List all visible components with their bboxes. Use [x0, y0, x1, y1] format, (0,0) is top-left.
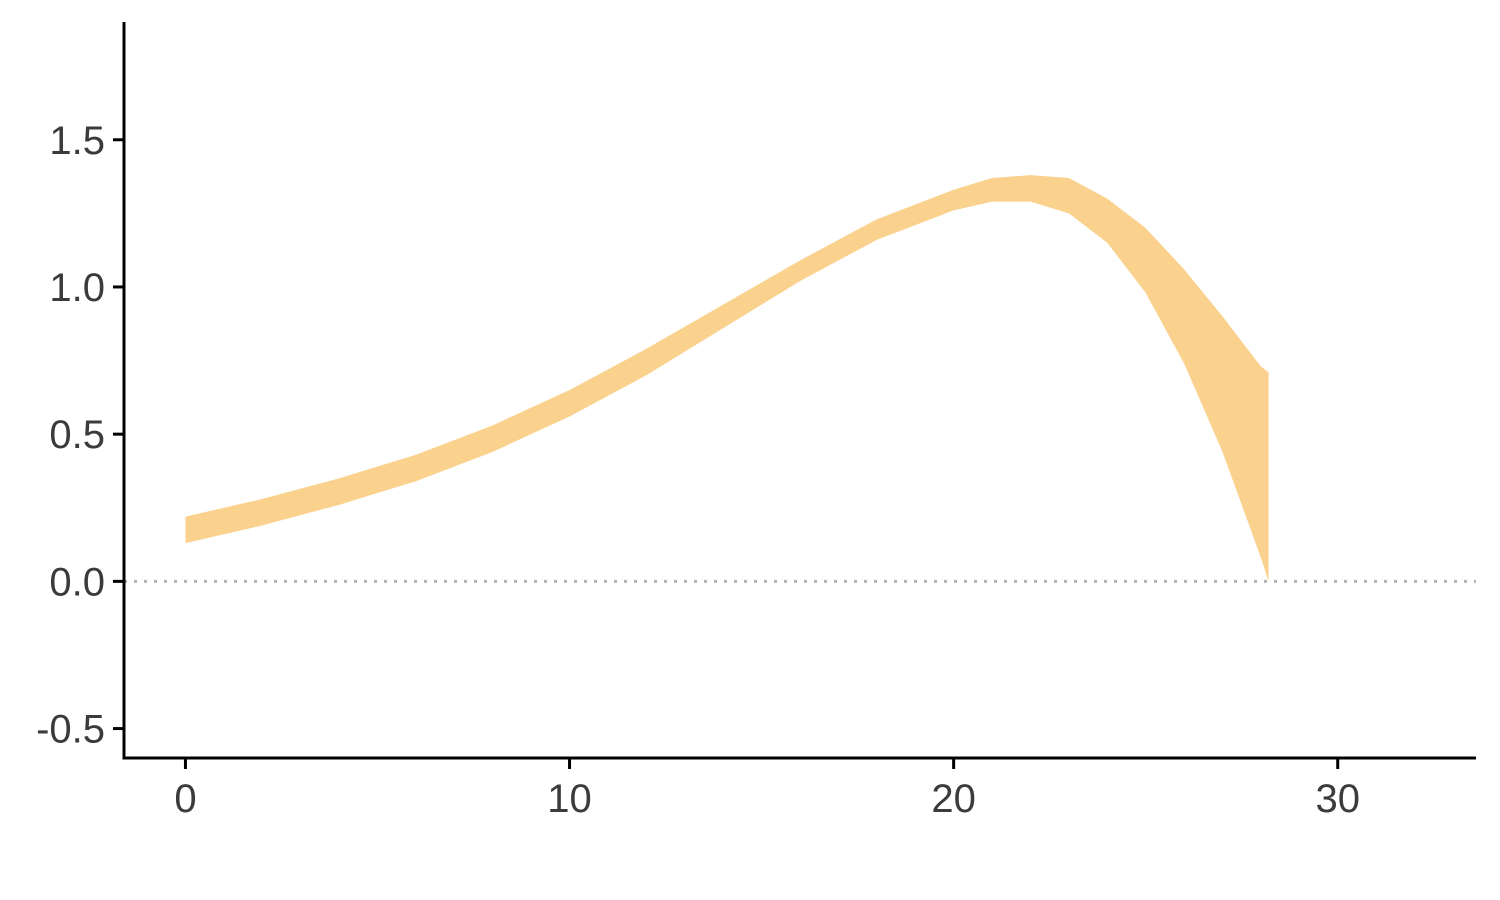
y-tick-label: -0.5	[36, 708, 105, 752]
x-tick-label: 10	[547, 777, 592, 821]
band-layer	[185, 175, 1269, 582]
y-tick-label: 1.0	[49, 266, 105, 310]
axes-layer	[122, 22, 1476, 760]
x-tick-label: 30	[1315, 777, 1360, 821]
y-tick-label: 0.5	[49, 413, 105, 457]
x-tick-label: 0	[174, 777, 196, 821]
y-tick-label: 0.0	[49, 560, 105, 604]
ribbon-band-0	[185, 175, 1269, 582]
ticks-layer: -0.5 0.0 0.5 1.0 1.5 0 10 20 30	[36, 119, 1360, 821]
x-tick-label: 20	[931, 777, 976, 821]
y-tick-label: 1.5	[49, 119, 105, 163]
